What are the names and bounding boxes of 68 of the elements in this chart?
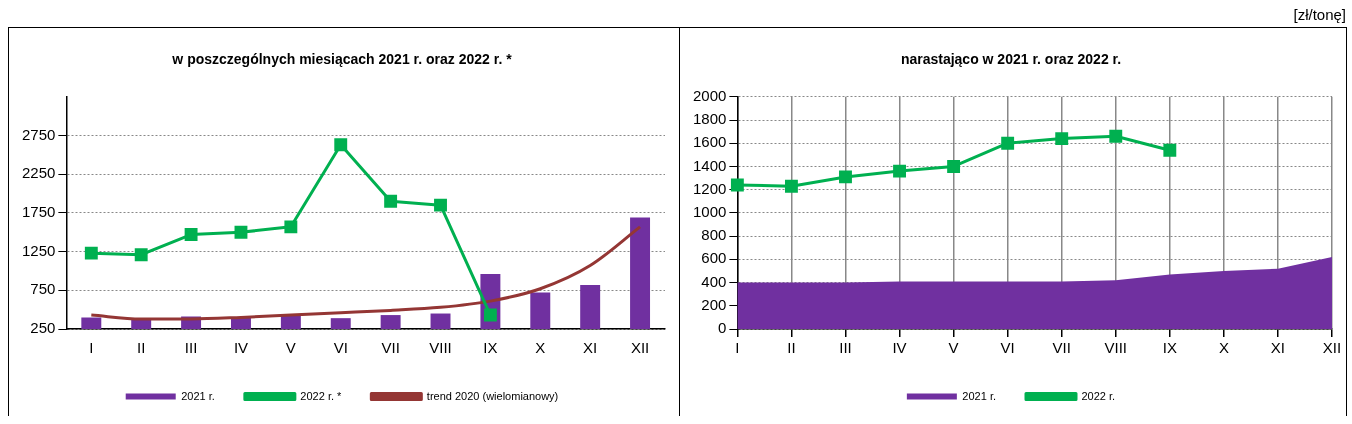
point: [234, 225, 248, 239]
y-tick-label: 1400: [692, 156, 727, 174]
x-tick-label: VIII: [429, 339, 452, 357]
point: [84, 246, 98, 260]
line-series: [89, 225, 642, 321]
point: [1163, 143, 1177, 157]
point: [483, 308, 497, 322]
x-tick-label: V: [285, 339, 296, 357]
y-tick-label: 600: [701, 249, 727, 267]
point: [1055, 132, 1069, 146]
x-tick-label: IV: [892, 339, 907, 357]
x-tick-label: V: [948, 339, 959, 357]
x-tick-label: II: [787, 339, 796, 357]
x-tick-label: II: [137, 339, 146, 357]
legend-label: 2022 r. *: [300, 389, 343, 402]
y-tick-label: 200: [701, 295, 727, 313]
y-tick-label: 2750: [21, 125, 56, 143]
y-tick-label: 0: [718, 319, 727, 337]
point: [1001, 136, 1015, 150]
point: [784, 179, 798, 193]
x-tick-label: I: [735, 339, 740, 357]
point: [730, 178, 744, 192]
chart-title: w poszczególnych miesiącach 2021 r. oraz 2022 r. *: [171, 51, 513, 68]
x-tick-label: XII: [1322, 339, 1342, 357]
y-tick-label: 1200: [692, 179, 727, 197]
legend-label: 2021 r.: [962, 389, 996, 402]
chart-title: narastająco w 2021 r. oraz 2022 r.: [900, 51, 1122, 68]
point: [284, 220, 298, 234]
point: [334, 138, 348, 152]
x-tick-label: X: [535, 339, 546, 357]
y-tick-label: 2250: [21, 164, 56, 182]
point: [839, 170, 852, 184]
legend-label: 2022 r.: [1081, 389, 1116, 402]
point: [1109, 129, 1123, 143]
y-tick-label: 1750: [21, 203, 56, 221]
y-tick-label: 1250: [21, 241, 56, 259]
x-tick-label: VIII: [1104, 339, 1128, 357]
x-tick-label: VI: [333, 339, 348, 357]
point: [134, 248, 148, 262]
y-tick-label: 800: [701, 226, 727, 244]
y-tick-label: 1800: [692, 110, 727, 128]
point: [947, 160, 961, 173]
x-tick-label: III: [839, 339, 852, 357]
point: [893, 164, 906, 178]
x-tick-label: XI: [583, 339, 598, 357]
y-tick-label: 750: [30, 280, 56, 298]
text: [zł/tonę]: [1293, 6, 1346, 23]
x-tick-label: I: [89, 339, 94, 357]
legend-label: trend 2020 (wielomianowy): [426, 389, 559, 402]
y-tick-label: 1000: [692, 203, 727, 221]
x-tick-label: VI: [1000, 339, 1015, 357]
x-tick-label: XI: [1270, 339, 1286, 357]
legend-label: 2021 r.: [181, 389, 215, 402]
point: [184, 228, 198, 242]
y-tick-label: 2000: [692, 86, 727, 104]
y-tick-label: 400: [701, 272, 727, 290]
x-tick-label: IV: [233, 339, 249, 357]
x-tick-label: XII: [630, 339, 650, 357]
point: [434, 198, 447, 212]
y-tick-label: 250: [30, 319, 56, 337]
x-tick-label: X: [1218, 339, 1229, 357]
x-tick-label: III: [184, 339, 198, 357]
point: [384, 194, 398, 208]
x-tick-label: IX: [1162, 339, 1177, 357]
x-tick-label: VII: [1052, 339, 1071, 357]
x-tick-label: IX: [483, 339, 498, 357]
y-tick-label: 1600: [692, 133, 727, 151]
x-tick-label: VII: [381, 339, 400, 357]
